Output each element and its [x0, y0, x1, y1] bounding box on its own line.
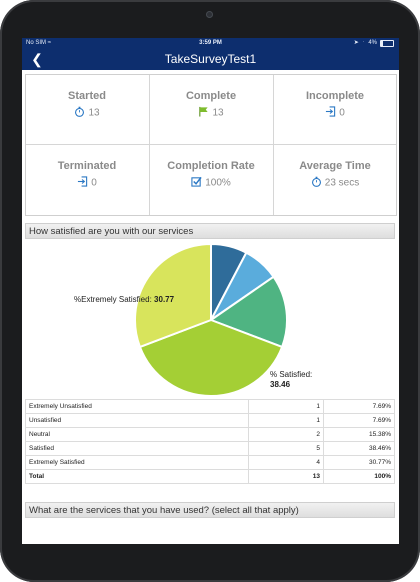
divider [273, 75, 274, 215]
stat-value: 13 [88, 107, 100, 119]
stat-label: Completion Rate [167, 160, 255, 172]
pie-label-text: %Extremely Satisfied: [74, 295, 152, 304]
table-total-row: Total 13 100% [25, 469, 395, 484]
question-header[interactable]: How satisfied are you with our services [25, 223, 395, 239]
row-percent: 38.46% [323, 441, 395, 456]
pie-label-satisfied: % Satisfied: 38.46 [270, 370, 312, 390]
row-percent: 30.77% [323, 455, 395, 470]
row-percent: 15.38% [323, 427, 395, 442]
camera [206, 11, 213, 18]
table-row: Satisfied 5 38.46% [25, 441, 395, 456]
stat-label: Incomplete [305, 90, 365, 102]
stopwatch-icon [311, 176, 322, 190]
row-label: Extremely Unsatisfied [25, 399, 249, 414]
stat-label: Started [68, 90, 106, 102]
pie-svg [134, 242, 288, 397]
table-row: Extremely Unsatisfied 1 7.69% [25, 399, 395, 414]
stat-label: Terminated [57, 160, 117, 172]
stat-label: Complete [185, 90, 237, 102]
status-right: ➤ ᛫ 4% [354, 38, 394, 49]
screen: No SIM ≈ 3:59 PM ➤ ᛫ 4% ❮ TakeSurveyTest… [22, 38, 399, 544]
row-label: Neutral [25, 427, 249, 442]
row-label: Total [25, 469, 249, 484]
bluetooth-icon: ᛫ [361, 40, 366, 46]
battery-percent: 4% [368, 40, 377, 46]
row-count: 5 [248, 441, 324, 456]
row-count: 2 [248, 427, 324, 442]
row-count: 13 [248, 469, 324, 484]
page-title: TakeSurveyTest1 [164, 52, 257, 66]
stat-average-time: Average Time 23 secs [274, 145, 396, 214]
stat-label: Average Time [299, 160, 371, 172]
stat-value: 100% [205, 177, 231, 189]
stat-complete: Complete 13 [150, 75, 272, 144]
row-label: Extremely Satisfied [25, 455, 249, 470]
pie-label-text: % Satisfied: [270, 370, 313, 379]
chevron-left-icon: ❮ [31, 51, 43, 67]
results-table: Extremely Unsatisfied 1 7.69% Unsatisfie… [25, 399, 395, 484]
pie-label-value: 30.77 [154, 295, 175, 304]
stat-value: 23 secs [324, 177, 360, 189]
divider [26, 144, 396, 145]
checkbox-icon [191, 176, 202, 190]
question-header[interactable]: What are the services that you have used… [25, 502, 395, 518]
row-label: Unsatisfied [25, 413, 249, 428]
row-percent: 100% [323, 469, 395, 484]
exit-icon [77, 176, 88, 190]
pie-label-extremely-satisfied: %Extremely Satisfied: 30.77 [74, 295, 174, 305]
pie-slice-neutral [208, 275, 288, 349]
stats-panel: Started 13 Complete 13 Incomplete [25, 74, 397, 216]
battery-icon [380, 40, 394, 47]
row-percent: 7.69% [323, 413, 395, 428]
row-count: 1 [248, 413, 324, 428]
flag-icon [198, 106, 209, 120]
table-row: Extremely Satisfied 4 30.77% [25, 455, 395, 470]
stat-value: 13 [212, 107, 224, 119]
stat-value: 0 [91, 177, 97, 189]
location-icon: ➤ [353, 40, 359, 46]
row-count: 4 [248, 455, 324, 470]
row-percent: 7.69% [323, 399, 395, 414]
stat-value: 0 [339, 107, 345, 119]
row-count: 1 [248, 399, 324, 414]
pie-chart: %Extremely Satisfied: 30.77 % Satisfied:… [25, 240, 395, 420]
table-row: Unsatisfied 1 7.69% [25, 413, 395, 428]
back-button[interactable]: ❮ [28, 51, 46, 67]
pie-label-value: 38.46 [270, 380, 291, 389]
divider [149, 75, 150, 215]
stopwatch-icon [74, 106, 85, 120]
status-time: 3:59 PM [199, 40, 222, 46]
status-bar: No SIM ≈ 3:59 PM ➤ ᛫ 4% [22, 38, 399, 49]
table-row: Neutral 2 15.38% [25, 427, 395, 442]
wifi-icon: ≈ [47, 40, 51, 46]
stat-terminated: Terminated 0 [26, 145, 148, 214]
pie-slice-extremely-satisfied [134, 242, 212, 349]
stat-started: Started 13 [26, 75, 148, 144]
exit-icon [325, 106, 336, 120]
stat-completion-rate: Completion Rate 100% [150, 145, 272, 214]
carrier-text: No SIM [26, 40, 47, 46]
nav-bar: ❮ TakeSurveyTest1 [22, 49, 399, 70]
carrier-label: No SIM ≈ [26, 38, 51, 49]
pie-slice-satisfied [138, 318, 284, 397]
stat-incomplete: Incomplete 0 [274, 75, 396, 144]
row-label: Satisfied [25, 441, 249, 456]
